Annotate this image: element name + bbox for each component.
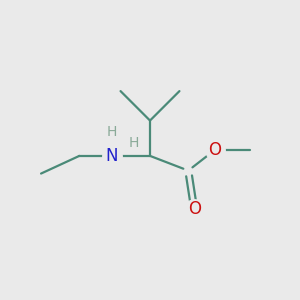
Text: H: H	[129, 136, 139, 150]
Text: N: N	[106, 147, 118, 165]
Text: O: O	[208, 141, 221, 159]
Text: O: O	[188, 200, 201, 218]
Text: H: H	[106, 125, 117, 139]
